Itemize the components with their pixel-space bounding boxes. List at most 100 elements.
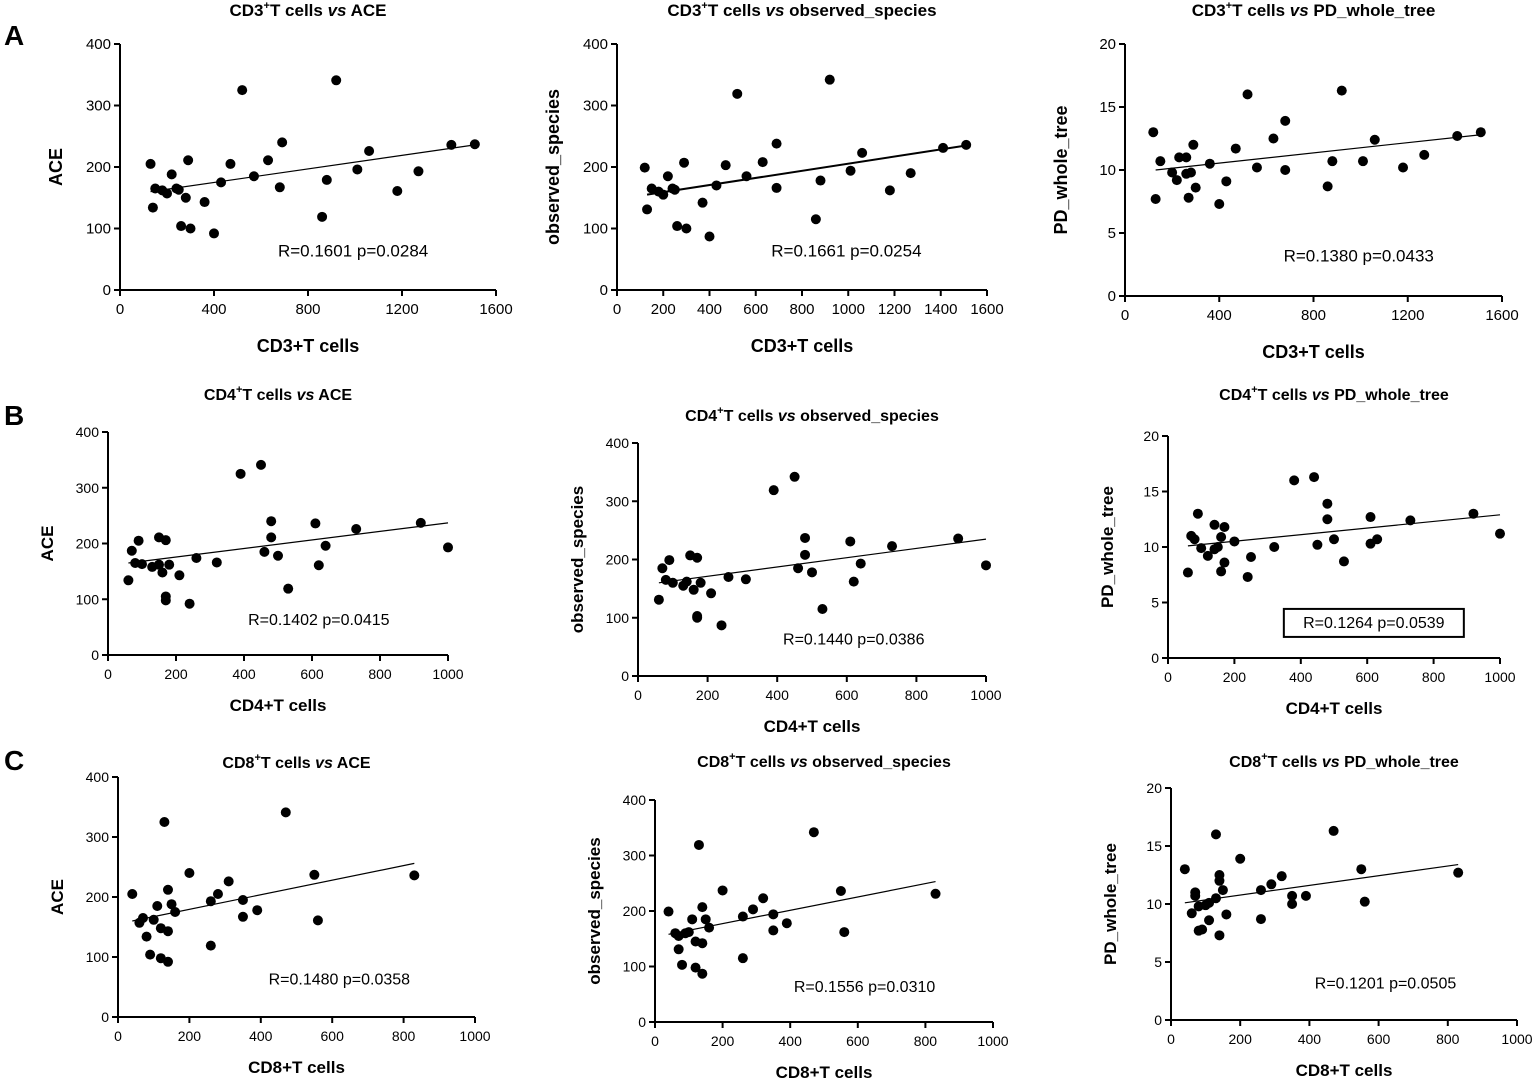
- chart-title: CD8+T cells vs ACE: [222, 752, 370, 772]
- title-cells-part: T cells: [1258, 387, 1312, 404]
- data-point: [1356, 864, 1367, 875]
- y-tick-label: 0: [638, 1014, 646, 1030]
- title-metric: observed_species: [808, 754, 951, 771]
- data-point: [351, 524, 362, 535]
- data-point: [1229, 536, 1240, 547]
- data-point: [413, 166, 424, 177]
- data-point: [159, 817, 170, 827]
- data-point: [658, 189, 669, 200]
- data-point: [930, 888, 941, 899]
- data-point: [1468, 508, 1479, 519]
- data-point: [1219, 557, 1230, 568]
- title-metric: PD_whole_tree: [1330, 387, 1449, 404]
- y-tick-label: 200: [583, 159, 608, 176]
- data-point: [1309, 472, 1320, 483]
- data-point: [174, 570, 185, 581]
- data-point: [123, 575, 134, 586]
- data-point: [677, 959, 688, 970]
- data-point: [835, 886, 846, 897]
- data-point: [1322, 514, 1333, 525]
- x-tick-label: 0: [613, 301, 621, 318]
- title-cells-part: T cells: [708, 1, 766, 20]
- data-point: [152, 901, 163, 911]
- data-point: [317, 211, 328, 222]
- x-tick-label: 800: [789, 301, 814, 318]
- data-point: [320, 540, 331, 551]
- data-point: [1495, 528, 1505, 539]
- title-cell-part: CD8: [697, 754, 729, 771]
- data-point: [905, 168, 916, 179]
- y-tick-label: 0: [1154, 1012, 1162, 1028]
- title-cell-part: CD4: [204, 387, 236, 404]
- y-tick-label: 20: [1143, 428, 1159, 444]
- data-point: [1475, 127, 1486, 138]
- data-point: [443, 542, 453, 553]
- x-tick-label: 600: [743, 301, 768, 318]
- x-axis-label: CD3+T cells: [751, 336, 854, 356]
- data-point: [184, 598, 195, 609]
- y-tick-label: 400: [86, 769, 110, 785]
- title-cell-part: CD3: [667, 1, 701, 20]
- x-tick-label: 600: [300, 666, 324, 682]
- x-tick-label: 0: [104, 666, 112, 682]
- y-axis-label: observed_species: [568, 486, 587, 633]
- stats-annotation: R=0.1380 p=0.0433: [1284, 247, 1434, 266]
- x-tick-label: 1000: [459, 1028, 490, 1044]
- data-point: [1242, 571, 1253, 582]
- data-point: [183, 155, 194, 166]
- y-tick-label: 0: [1108, 288, 1116, 305]
- data-point: [1276, 871, 1287, 882]
- data-point: [133, 535, 144, 546]
- data-point: [741, 171, 752, 182]
- x-tick-label: 800: [392, 1028, 416, 1044]
- panel-label-b: B: [4, 400, 25, 431]
- data-point: [706, 588, 717, 599]
- data-point: [162, 926, 173, 937]
- chart-b2: CD4+T cells vs observed_species 0 100 200 30…: [568, 405, 1002, 736]
- y-tick-label: 0: [91, 647, 99, 663]
- data-point: [807, 567, 817, 578]
- x-tick-label: 1000: [432, 666, 463, 682]
- data-point: [848, 576, 859, 587]
- x-axis-label: CD8+T cells: [776, 1063, 873, 1079]
- x-tick-label: 1600: [970, 301, 1003, 318]
- data-point: [166, 899, 177, 910]
- data-point: [216, 177, 227, 188]
- data-point: [1338, 556, 1349, 567]
- title-cell-part: CD3: [229, 1, 263, 20]
- y-tick-label: 100: [583, 221, 608, 238]
- data-point: [639, 162, 650, 173]
- data-point: [1453, 867, 1464, 878]
- data-point: [653, 594, 664, 605]
- data-point: [1251, 162, 1262, 173]
- chart-title: CD8+T cells vs observed_species: [697, 751, 951, 771]
- data-point: [1185, 167, 1196, 178]
- stats-annotation: R=0.1402 p=0.0415: [248, 612, 390, 629]
- data-point: [1369, 134, 1380, 145]
- data-point: [669, 184, 680, 195]
- x-tick-label: 0: [1164, 669, 1172, 685]
- data-point: [657, 563, 668, 574]
- data-point: [266, 532, 277, 543]
- data-point: [1221, 909, 1232, 920]
- data-point: [1217, 885, 1228, 896]
- y-tick-label: 5: [1108, 225, 1116, 242]
- data-point: [679, 157, 690, 168]
- data-point: [273, 550, 283, 561]
- data-point: [1287, 899, 1298, 909]
- y-axis-label: observed_species: [585, 837, 604, 984]
- title-superscript: +: [729, 751, 735, 763]
- y-tick-label: 200: [623, 903, 647, 919]
- data-point: [1336, 85, 1347, 96]
- data-point: [1179, 864, 1190, 875]
- data-point: [793, 563, 804, 574]
- x-axis-label: CD4+T cells: [764, 717, 861, 736]
- data-point: [1312, 539, 1323, 550]
- x-tick-label: 1000: [1501, 1031, 1532, 1047]
- data-point: [164, 559, 175, 570]
- data-point: [781, 918, 792, 929]
- data-point: [1266, 879, 1277, 890]
- x-tick-label: 800: [1422, 669, 1446, 685]
- x-tick-label: 200: [164, 666, 188, 682]
- data-point: [1357, 156, 1368, 167]
